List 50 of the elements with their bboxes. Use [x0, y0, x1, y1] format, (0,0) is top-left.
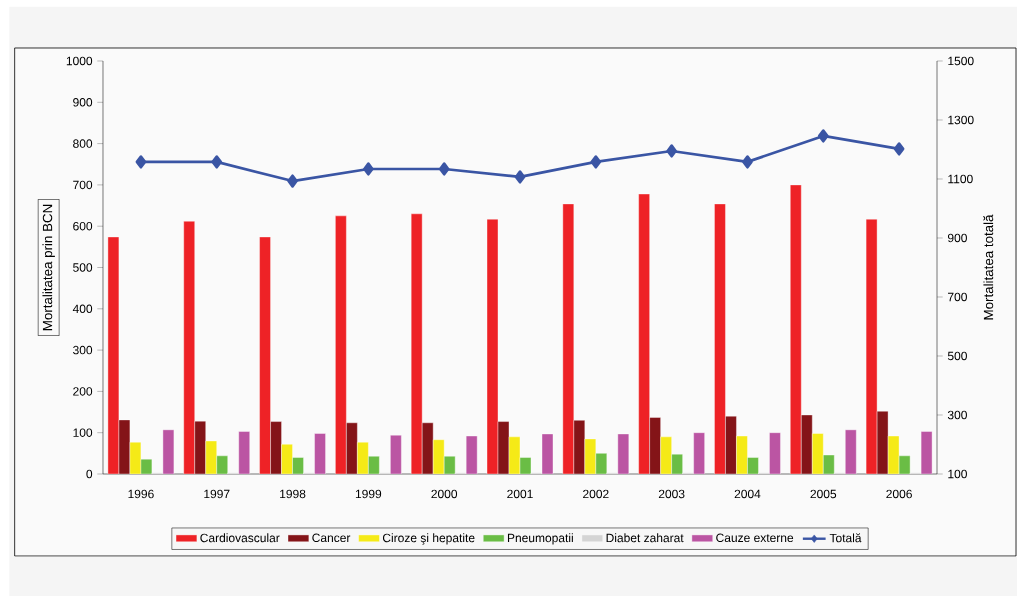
point — [590, 155, 602, 169]
y2-tick-label: 1500 — [948, 56, 974, 66]
y2-tick-label: 900 — [947, 233, 967, 243]
point — [287, 174, 298, 188]
x-tick-label: 2000 — [431, 489, 458, 499]
x-tick-label: 1996 — [128, 489, 154, 499]
point — [893, 142, 905, 156]
x-tick-label: 2002 — [583, 489, 609, 499]
y-tick-label: 700 — [73, 180, 93, 190]
x-tick-label: 2003 — [658, 489, 685, 499]
y-tick-label: 900 — [73, 98, 93, 107]
legend-label: Totală — [829, 533, 862, 543]
y-tick-label: 100 — [73, 428, 93, 437]
y2-tick-label: 500 — [947, 351, 967, 361]
legend-label: Cancer — [312, 533, 351, 543]
y-tick-label: 400 — [72, 304, 93, 314]
point — [742, 155, 753, 169]
y-tick-label: 600 — [73, 221, 93, 231]
legend-label: Cardiovascular — [200, 533, 280, 543]
point — [363, 162, 374, 176]
y2-tick-label: 1100 — [948, 174, 973, 184]
point — [817, 129, 829, 143]
legend-label: Ciroze şi hepatite — [382, 533, 475, 545]
x-tick-label: 2004 — [734, 489, 761, 499]
legend-label: Pneumopatii — [507, 533, 573, 545]
legend-label: Diabet zaharat — [606, 533, 684, 543]
y2-axis-title: Mortalitatea totală — [983, 214, 994, 320]
x-tick-label: 2005 — [810, 489, 837, 499]
x-tick-label: 1997 — [204, 489, 230, 499]
point — [211, 155, 223, 169]
x-tick-label: 1999 — [355, 489, 382, 499]
point — [438, 162, 450, 176]
y2-tick-label: 100 — [948, 469, 967, 479]
x-tick-label: 2001 — [507, 489, 533, 499]
y-tick-label: 500 — [73, 263, 93, 272]
point — [135, 155, 147, 169]
y2-tick-label: 1300 — [948, 115, 974, 125]
y2-tick-label: 300 — [947, 410, 967, 420]
y-tick-label: 200 — [73, 387, 93, 396]
y-tick-label: 800 — [73, 139, 93, 148]
legend-label: Cauze externe — [716, 533, 794, 543]
y-axis-title: Mortalitatea prin BCN — [42, 204, 55, 331]
point — [666, 144, 677, 158]
y-tick-label: 300 — [73, 345, 93, 355]
x-tick-label: 2006 — [886, 489, 912, 499]
x-tick-label: 1998 — [280, 489, 306, 499]
y-tick-label: 0 — [86, 469, 93, 479]
y-tick-label: 1000 — [66, 56, 93, 66]
point — [514, 170, 526, 184]
y2-tick-label: 700 — [948, 292, 967, 302]
